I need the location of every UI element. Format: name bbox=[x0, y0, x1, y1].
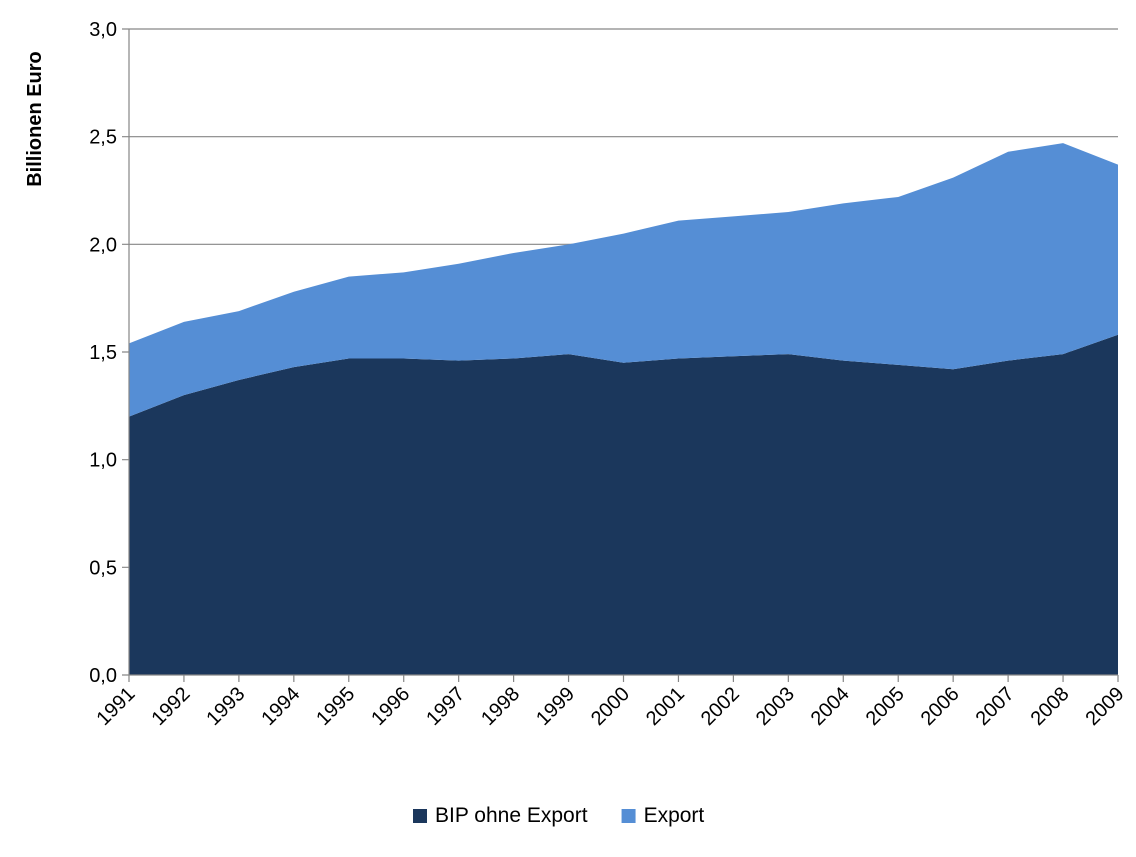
x-tick-label-1: 1992 bbox=[147, 683, 194, 730]
y-tick-label-1: 0,5 bbox=[89, 557, 117, 579]
x-tick-label-5: 1996 bbox=[367, 683, 414, 730]
x-tick-label-15: 2006 bbox=[917, 683, 964, 730]
y-tick-label-6: 3,0 bbox=[89, 19, 117, 41]
y-tick-label-3: 1,5 bbox=[89, 342, 117, 364]
x-tick-label-6: 1997 bbox=[422, 683, 469, 730]
legend-label-1: Export bbox=[644, 804, 705, 827]
x-tick-label-8: 1999 bbox=[532, 683, 579, 730]
y-axis-title: Billionen Euro bbox=[24, 51, 46, 187]
x-tick-label-7: 1998 bbox=[477, 683, 524, 730]
area-series-1 bbox=[129, 143, 1118, 417]
x-tick-label-11: 2002 bbox=[697, 683, 744, 730]
x-tick-label-12: 2003 bbox=[752, 683, 799, 730]
legend-swatch-1 bbox=[621, 809, 636, 823]
area-series-0 bbox=[129, 334, 1118, 675]
y-tick-labels: 0,0 0,5 1,0 1,5 2,0 2,5 3,0 bbox=[89, 19, 117, 687]
x-tick-label-3: 1994 bbox=[257, 683, 304, 730]
y-tick-label-2: 1,0 bbox=[89, 450, 117, 472]
x-tick-label-13: 2004 bbox=[807, 683, 854, 730]
area-series bbox=[129, 143, 1118, 675]
legend-swatch-0 bbox=[413, 809, 427, 823]
x-tick-label-14: 2005 bbox=[862, 683, 909, 730]
legend: BIP ohne Export Export bbox=[413, 804, 704, 827]
x-tick-label-4: 1995 bbox=[312, 683, 359, 730]
x-tick-label-17: 2008 bbox=[1027, 683, 1074, 730]
y-tick-label-0: 0,0 bbox=[89, 665, 117, 687]
x-tick-label-9: 2000 bbox=[587, 683, 634, 730]
y-tick-label-4: 2,0 bbox=[89, 234, 117, 256]
x-tick-label-2: 1993 bbox=[202, 683, 249, 730]
x-tick-label-10: 2001 bbox=[642, 683, 689, 730]
x-tick-label-16: 2007 bbox=[972, 683, 1019, 730]
x-tick-label-0: 1991 bbox=[93, 683, 140, 730]
axes bbox=[122, 29, 1119, 682]
x-tick-label-18: 2009 bbox=[1082, 683, 1129, 730]
y-tick-label-5: 2,5 bbox=[89, 127, 117, 149]
legend-label-0: BIP ohne Export bbox=[435, 804, 588, 827]
x-tick-labels: 1991 1992 1993 1994 1995 1996 1997 1998 1999 2000… bbox=[93, 683, 1129, 730]
